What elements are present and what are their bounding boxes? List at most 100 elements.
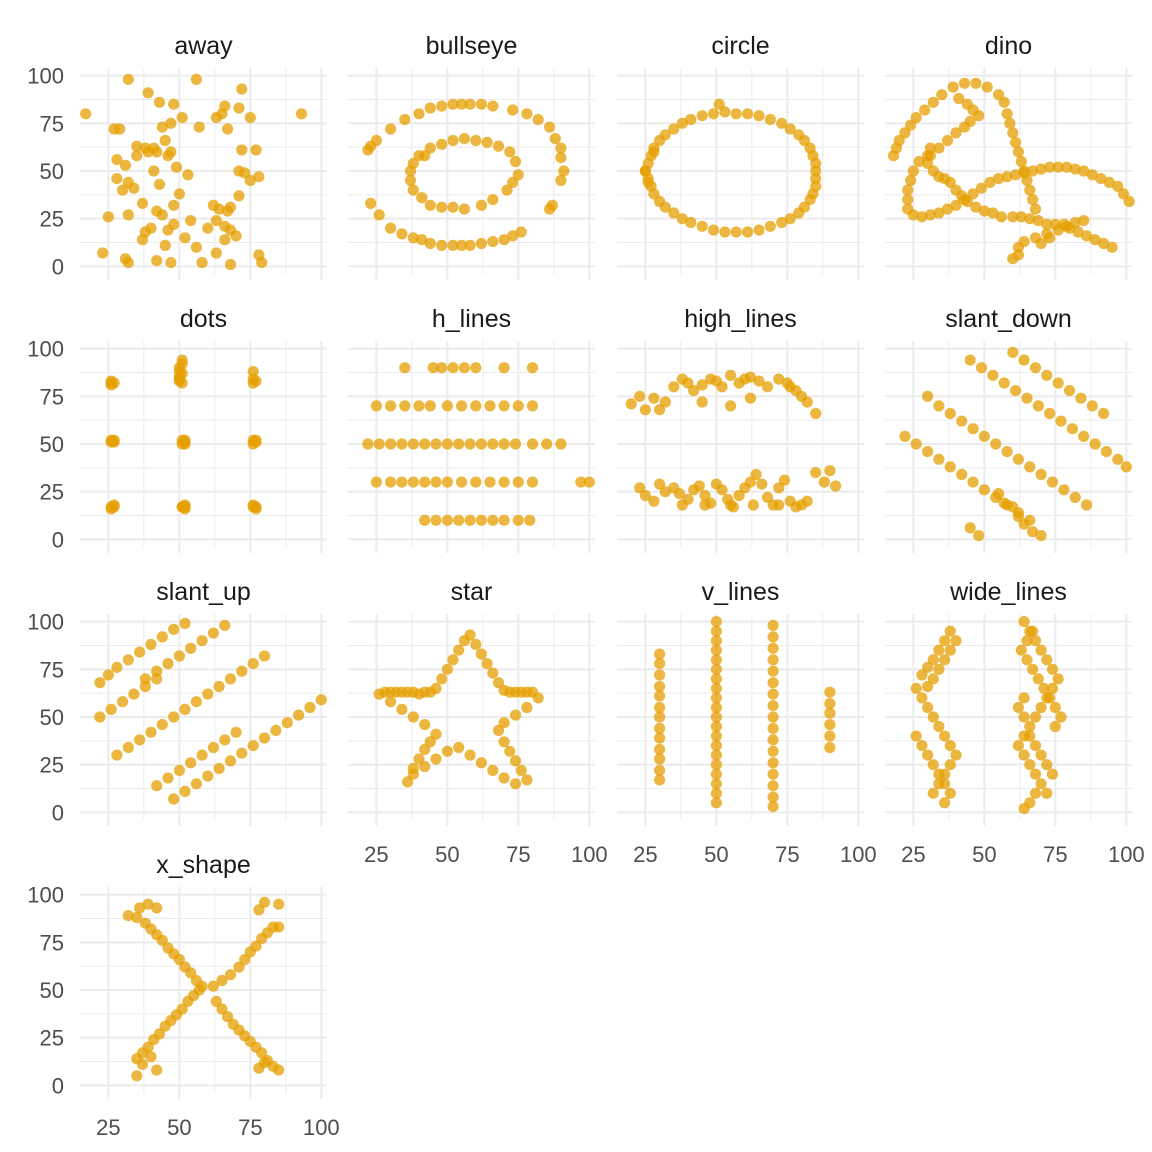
data-point [430, 514, 442, 526]
data-point [526, 476, 539, 488]
data-point [1024, 759, 1036, 771]
data-point [1035, 530, 1047, 542]
data-point [1007, 211, 1019, 223]
data-point [470, 476, 482, 488]
y-tick-label: 100 [27, 883, 64, 908]
data-point [213, 762, 225, 775]
data-point [145, 1051, 157, 1063]
data-point [236, 144, 248, 156]
data-point [487, 514, 499, 526]
data-point [710, 778, 723, 790]
data-point [424, 237, 436, 250]
data-point [710, 720, 723, 733]
data-point [407, 232, 419, 244]
data-point [526, 362, 539, 374]
x-tick-label: 25 [96, 1115, 120, 1140]
data-point [475, 98, 487, 110]
data-point [933, 400, 945, 412]
data-point [710, 711, 723, 723]
data-point [102, 669, 114, 681]
data-point [1027, 663, 1039, 675]
data-point [168, 199, 180, 211]
data-point [710, 635, 723, 647]
data-point [492, 724, 505, 737]
data-point [730, 108, 742, 120]
data-point [370, 400, 382, 412]
data-point [258, 650, 271, 662]
data-point [148, 142, 160, 154]
data-point [385, 438, 397, 450]
facet-dots: dots 0 25 50 75 100 [27, 305, 327, 553]
data-point [716, 484, 728, 496]
data-point [213, 203, 225, 215]
data-point [526, 438, 539, 450]
data-point [625, 398, 637, 410]
y-tick-label: 0 [52, 254, 64, 279]
data-point [236, 747, 248, 759]
data-point [981, 81, 993, 93]
data-point [654, 658, 666, 670]
data-point [464, 749, 476, 761]
data-point [555, 142, 567, 154]
data-point [117, 184, 129, 196]
data-point [507, 176, 519, 188]
y-tick-label: 25 [40, 753, 64, 778]
data-point [373, 209, 385, 221]
data-point [190, 241, 202, 253]
data-point [487, 236, 499, 248]
data-point [1015, 211, 1027, 223]
data-point [1061, 161, 1073, 173]
data-point [1024, 184, 1036, 196]
data-point [1078, 165, 1090, 177]
data-point [676, 117, 688, 129]
data-point [1018, 167, 1030, 179]
data-point [1010, 385, 1022, 397]
data-point [233, 961, 245, 973]
data-point [464, 629, 476, 641]
data-point [1012, 701, 1024, 714]
data-point [710, 644, 723, 656]
data-point [927, 711, 939, 723]
data-point [190, 696, 202, 708]
data-point [944, 407, 956, 420]
data-point [230, 230, 242, 242]
x-tick-label: 75 [238, 1115, 262, 1140]
data-point [793, 129, 805, 141]
data-point [1041, 759, 1053, 771]
data-point [233, 190, 245, 202]
data-point [987, 207, 999, 219]
facet-title: bullseye [426, 32, 518, 60]
data-point [168, 98, 180, 110]
data-point [236, 665, 248, 677]
data-point [575, 476, 587, 488]
data-point [583, 476, 595, 488]
data-point [441, 438, 453, 450]
data-point [941, 203, 954, 215]
data-point [719, 226, 731, 238]
data-point [119, 159, 131, 171]
data-point [710, 682, 723, 695]
data-point [1106, 241, 1118, 253]
y-tick-label: 0 [52, 1073, 64, 1098]
data-point [956, 468, 968, 481]
data-point [501, 184, 513, 196]
data-point [456, 400, 468, 412]
data-point [902, 194, 914, 206]
data-point [944, 740, 956, 752]
data-point [1046, 682, 1059, 695]
data-point [210, 215, 222, 227]
data-point [1015, 155, 1027, 168]
data-point [685, 113, 697, 126]
data-point [145, 638, 157, 651]
data-point [1027, 194, 1039, 206]
data-point [136, 234, 149, 246]
data-point [179, 501, 191, 513]
facet-high_lines: high_lines [617, 305, 864, 553]
data-point [1024, 720, 1036, 733]
data-point [1021, 635, 1033, 647]
data-point [824, 707, 836, 719]
data-point [244, 174, 256, 187]
data-point [798, 201, 811, 213]
data-point [916, 669, 928, 681]
data-point [725, 499, 737, 511]
